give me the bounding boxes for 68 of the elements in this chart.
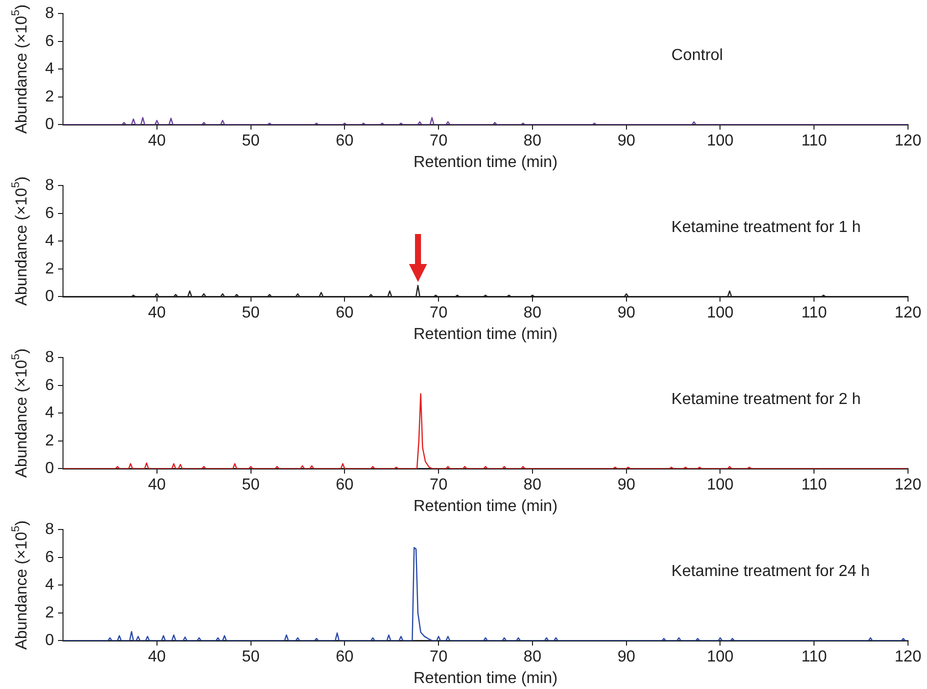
x-tick-label: 40: [148, 648, 166, 666]
x-tick-label: 110: [801, 476, 827, 494]
y-tick-label: 0: [45, 116, 54, 134]
x-tick-label: 80: [524, 132, 542, 150]
annotation: Control: [671, 47, 723, 64]
annotation: Ketamine treatment for 1 h: [671, 219, 861, 236]
x-tick-label: 40: [148, 132, 166, 150]
x-tick-label: 80: [524, 648, 542, 666]
x-tick-label: 90: [617, 132, 636, 150]
y-tick-label: 4: [45, 232, 54, 250]
x-tick-label: 120: [894, 476, 922, 494]
x-axis-title: Retention time (min): [413, 670, 558, 687]
y-tick-label: 2: [45, 88, 54, 106]
y-tick-label: 6: [45, 376, 54, 394]
y-tick-label: 2: [45, 604, 54, 622]
y-tick-label: 4: [45, 60, 54, 78]
x-tick-label: 50: [242, 648, 260, 666]
y-axis-title: Abundance (×105): [10, 520, 30, 650]
x-tick-label: 40: [148, 476, 166, 494]
y-tick-label: 2: [45, 260, 54, 278]
x-tick-label: 110: [801, 132, 827, 150]
y-tick-label: 4: [45, 576, 54, 594]
x-tick-label: 100: [706, 648, 734, 666]
x-tick-label: 70: [430, 648, 448, 666]
y-tick-label: 8: [45, 177, 54, 194]
x-tick-label: 120: [894, 132, 922, 150]
x-tick-label: 50: [242, 476, 260, 494]
y-axis-title: Abundance (×105): [10, 176, 30, 306]
x-tick-label: 90: [617, 648, 636, 666]
y-tick-label: 0: [45, 632, 54, 650]
y-tick-label: 0: [45, 460, 54, 478]
x-tick-label: 100: [706, 476, 734, 494]
x-axis-title: Retention time (min): [413, 154, 558, 171]
annotation: Ketamine treatment for 24 h: [671, 563, 870, 580]
annotation: Ketamine treatment for 2 h: [671, 391, 861, 408]
y-tick-label: 4: [45, 404, 54, 422]
y-tick-label: 8: [45, 349, 54, 366]
x-tick-label: 110: [801, 304, 827, 322]
x-axis-title: Retention time (min): [413, 326, 558, 343]
y-tick-label: 8: [45, 5, 54, 22]
x-axis-title: Retention time (min): [413, 498, 558, 515]
y-tick-label: 2: [45, 432, 54, 450]
x-tick-label: 110: [801, 648, 827, 666]
y-tick-label: 0: [45, 288, 54, 306]
x-tick-label: 90: [617, 304, 636, 322]
x-tick-label: 80: [524, 304, 542, 322]
y-tick-label: 6: [45, 204, 54, 222]
x-tick-label: 70: [430, 304, 448, 322]
y-tick-label: 8: [45, 521, 54, 538]
x-tick-label: 100: [706, 132, 734, 150]
x-tick-label: 100: [706, 304, 734, 322]
x-tick-label: 50: [242, 132, 260, 150]
x-tick-label: 60: [336, 304, 354, 322]
x-tick-label: 70: [430, 476, 448, 494]
y-tick-label: 6: [45, 32, 54, 50]
x-tick-label: 120: [894, 304, 922, 322]
y-axis-title: Abundance (×105): [10, 348, 30, 478]
x-tick-label: 40: [148, 304, 166, 322]
y-tick-label: 6: [45, 548, 54, 566]
x-tick-label: 60: [336, 476, 354, 494]
x-tick-label: 50: [242, 304, 260, 322]
x-tick-label: 120: [894, 648, 922, 666]
x-tick-label: 60: [336, 132, 354, 150]
x-tick-label: 70: [430, 132, 448, 150]
y-axis-title: Abundance (×105): [10, 4, 30, 134]
x-tick-label: 60: [336, 648, 354, 666]
x-tick-label: 80: [524, 476, 542, 494]
x-tick-label: 90: [617, 476, 636, 494]
